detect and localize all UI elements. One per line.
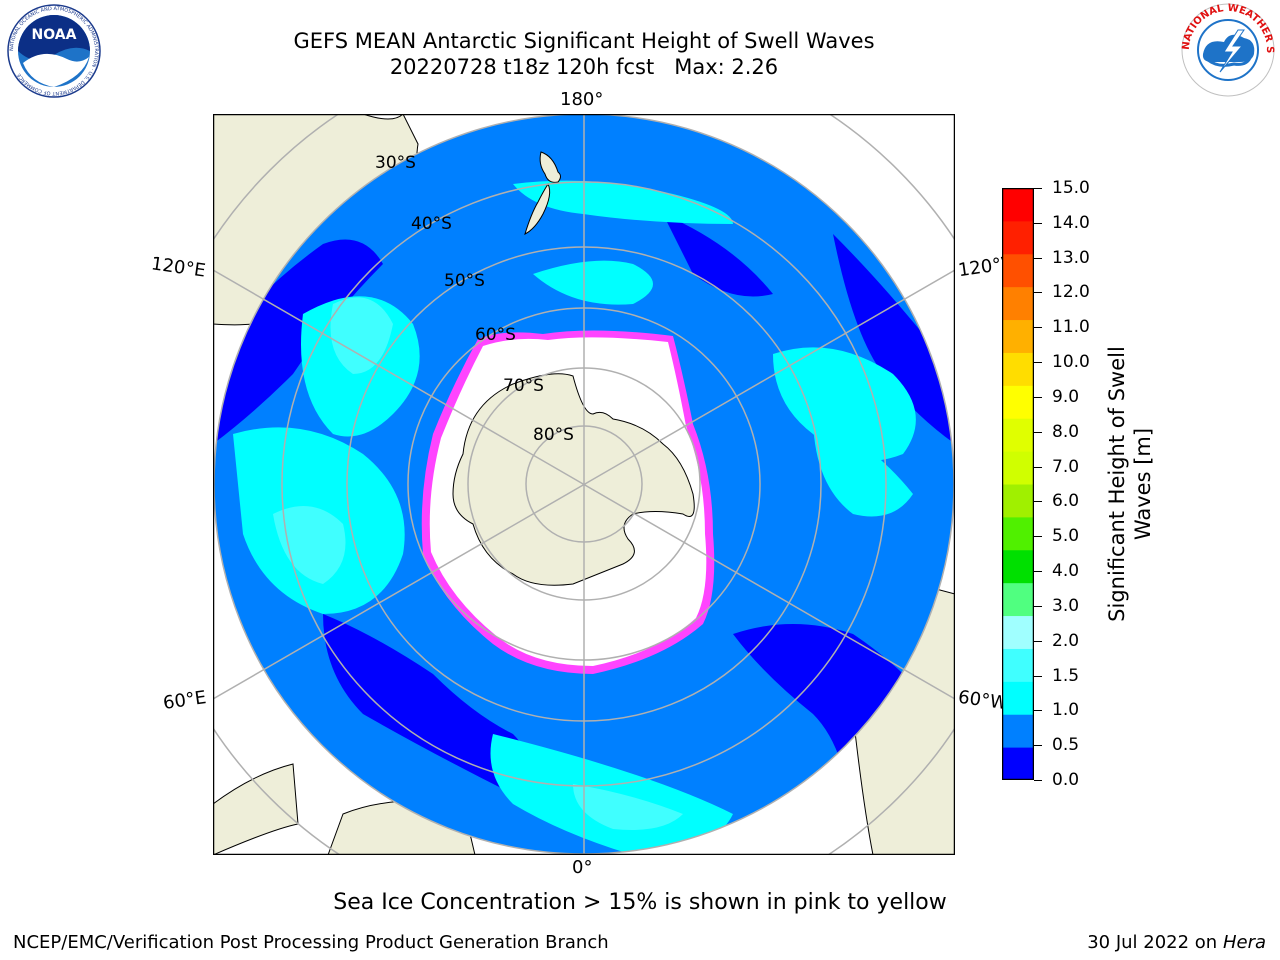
colorbar-label: Significant Height of Swell Waves [m] [1105, 346, 1155, 622]
colorbar-tick-label: 0.5 [1052, 735, 1080, 756]
lon-label-120e: 120°E [149, 253, 207, 282]
colorbar-tick-mark [1034, 362, 1042, 364]
colorbar-segment [1002, 582, 1034, 617]
lat-label-60s: 60°S [475, 325, 516, 345]
sea-ice-note: Sea Ice Concentration > 15% is shown in … [333, 890, 947, 915]
colorbar-tick-label: 3.0 [1052, 595, 1080, 616]
colorbar-tick-label: 15.0 [1052, 178, 1090, 198]
chart-subtitle: 20220728 t18z 120h fcst Max: 2.26 [389, 55, 779, 79]
colorbar-segment [1002, 451, 1034, 485]
colorbar-tick-label: 12.0 [1052, 282, 1090, 303]
lat-label-80s: 80°S [533, 425, 574, 445]
colorbar-tick-label: 5.0 [1052, 526, 1080, 547]
colorbar-tick-label: 13.0 [1052, 247, 1090, 268]
colorbar-tick-label: 14.0 [1052, 212, 1090, 233]
colorbar-tick-mark [1034, 605, 1042, 607]
colorbar-tick-mark [1034, 536, 1042, 538]
footer-date: 30 Jul 2022 on Hera [1087, 932, 1266, 953]
colorbar-tick-label: 1.5 [1052, 665, 1080, 686]
colorbar-segment [1002, 253, 1034, 288]
colorbar-border [1002, 188, 1034, 780]
colorbar-tick-label: 7.0 [1052, 456, 1080, 477]
colorbar-segment [1002, 648, 1034, 682]
colorbar-segment [1002, 615, 1034, 649]
chart-title: GEFS MEAN Antarctic Significant Height o… [293, 29, 875, 53]
colorbar-tick-mark [1034, 222, 1042, 224]
colorbar-tick-mark [1034, 431, 1042, 433]
noaa-logo-text: NOAA [32, 27, 77, 43]
colorbar-tick-label: 10.0 [1052, 352, 1090, 373]
colorbar-tick-label: 4.0 [1052, 561, 1080, 582]
antarctica-landmass [452, 373, 695, 586]
colorbar [1002, 188, 1034, 780]
colorbar-tick-label: 11.0 [1052, 317, 1090, 338]
colorbar-segment [1002, 549, 1034, 584]
colorbar-segment [1002, 484, 1034, 518]
colorbar-segment [1002, 385, 1034, 419]
colorbar-segment [1002, 352, 1034, 386]
colorbar-segment [1002, 220, 1034, 255]
colorbar-tick-mark [1034, 292, 1042, 294]
colorbar-tick-label: 9.0 [1052, 386, 1080, 407]
new-zealand-island [524, 151, 561, 235]
colorbar-segment [1002, 188, 1034, 222]
lat-label-30s: 30°S [375, 153, 416, 173]
colorbar-tick-mark [1034, 188, 1042, 189]
colorbar-segment [1002, 516, 1034, 551]
lon-label-60e: 60°E [161, 687, 208, 714]
lon-label-0: 0° [572, 857, 593, 878]
colorbar-tick-label: 0.0 [1052, 770, 1080, 790]
colorbar-tick-label: 8.0 [1052, 421, 1080, 442]
lon-label-180: 180° [560, 89, 604, 110]
noaa-logo-icon: NOAA NATIONAL OCEANIC AND ATMOSPHERIC AD… [7, 4, 101, 98]
colorbar-tick-label: 2.0 [1052, 630, 1080, 651]
lat-label-70s: 70°S [503, 376, 544, 396]
colorbar-tick-mark [1034, 501, 1042, 503]
colorbar-tick-mark [1034, 257, 1042, 259]
colorbar-segment [1002, 681, 1034, 715]
colorbar-tick-mark [1034, 745, 1042, 747]
colorbar-segment [1002, 286, 1034, 321]
colorbar-tick-mark [1034, 327, 1042, 329]
colorbar-tick-mark [1034, 710, 1042, 712]
colorbar-tick-mark [1034, 640, 1042, 642]
colorbar-segment [1002, 714, 1034, 748]
colorbar-tick-label: 1.0 [1052, 700, 1080, 721]
colorbar-tick-mark [1034, 675, 1042, 677]
colorbar-segment [1002, 319, 1034, 353]
colorbar-tick-mark [1034, 466, 1042, 468]
lat-label-50s: 50°S [444, 271, 485, 291]
antarctic-swell-map: 30°S 40°S 50°S 60°S 70°S 80°S [213, 114, 955, 855]
lat-label-40s: 40°S [411, 214, 452, 234]
colorbar-tick-label: 6.0 [1052, 491, 1080, 512]
nws-logo-icon: NATIONAL WEATHER SERVICE [1178, 2, 1275, 97]
colorbar-tick-mark [1034, 780, 1042, 781]
colorbar-segment [1002, 418, 1034, 452]
footer-credit: NCEP/EMC/Verification Post Processing Pr… [13, 932, 609, 953]
colorbar-segment [1002, 747, 1034, 780]
swell-band-higher [273, 297, 683, 830]
colorbar-tick-mark [1034, 571, 1042, 573]
colorbar-tick-mark [1034, 396, 1042, 398]
